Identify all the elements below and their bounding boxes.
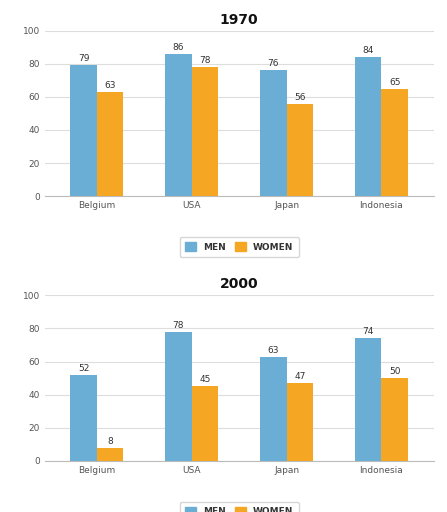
- Text: 63: 63: [268, 346, 279, 355]
- Bar: [192, 387, 218, 461]
- Text: 56: 56: [294, 93, 306, 101]
- Text: 50: 50: [389, 367, 401, 376]
- Text: 86: 86: [173, 43, 184, 52]
- Text: 65: 65: [389, 78, 401, 87]
- Bar: [165, 332, 192, 461]
- Bar: [355, 57, 381, 196]
- Bar: [381, 378, 408, 461]
- Text: 52: 52: [78, 364, 89, 373]
- Text: 84: 84: [363, 46, 374, 55]
- Text: 45: 45: [199, 375, 211, 385]
- Bar: [355, 338, 381, 461]
- Text: 78: 78: [173, 321, 184, 330]
- Bar: [70, 66, 97, 196]
- Legend: MEN, WOMEN: MEN, WOMEN: [180, 502, 299, 512]
- Bar: [260, 71, 287, 196]
- Text: 74: 74: [363, 327, 374, 336]
- Title: 2000: 2000: [220, 278, 258, 291]
- Text: 79: 79: [78, 54, 89, 63]
- Bar: [97, 447, 123, 461]
- Bar: [287, 383, 313, 461]
- Bar: [97, 92, 123, 196]
- Bar: [192, 67, 218, 196]
- Bar: [260, 356, 287, 461]
- Text: 76: 76: [268, 59, 279, 69]
- Bar: [381, 89, 408, 196]
- Legend: MEN, WOMEN: MEN, WOMEN: [180, 237, 299, 257]
- Title: 1970: 1970: [220, 13, 258, 27]
- Text: 78: 78: [199, 56, 211, 65]
- Bar: [165, 54, 192, 196]
- Text: 47: 47: [294, 372, 306, 381]
- Bar: [287, 103, 313, 196]
- Bar: [70, 375, 97, 461]
- Text: 8: 8: [107, 437, 113, 445]
- Text: 63: 63: [105, 81, 116, 90]
